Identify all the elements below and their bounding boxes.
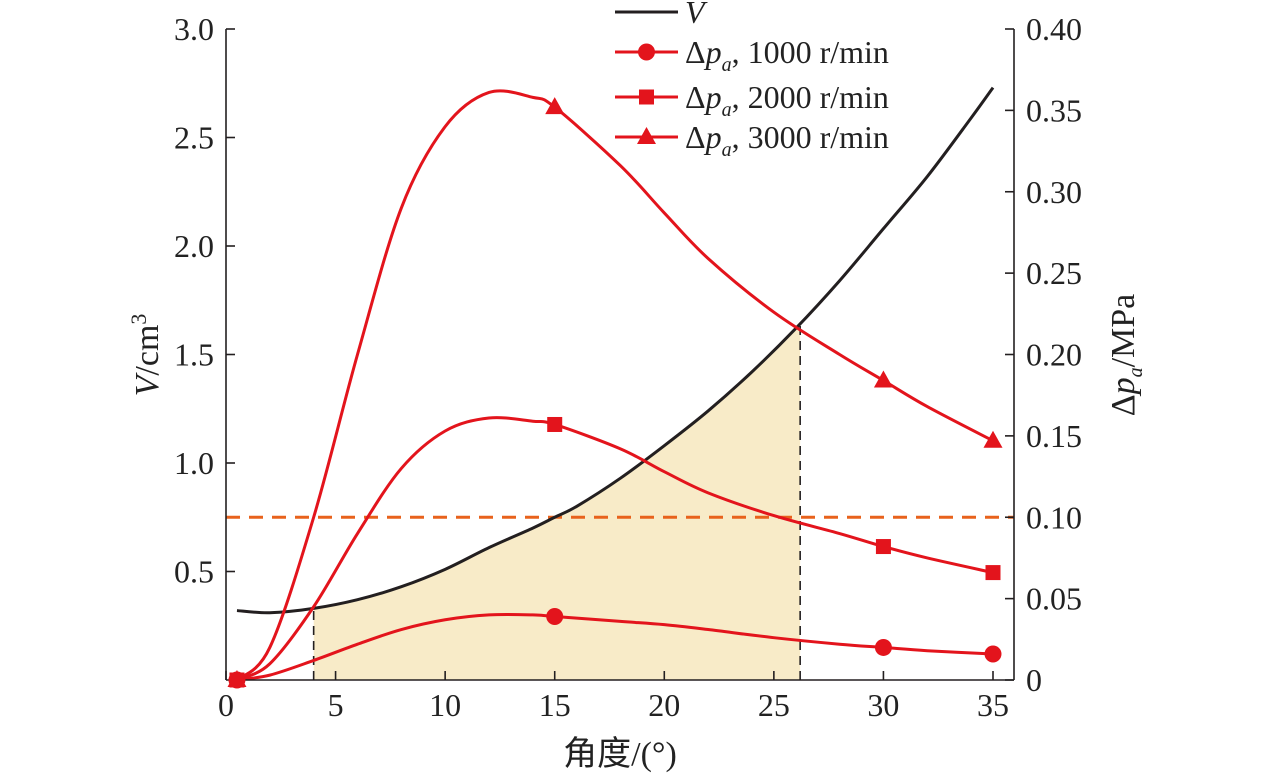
legend-sub-3: a	[722, 139, 732, 161]
legend-swatch-marker-2	[639, 89, 654, 105]
y-right-tick-label-6: 0.30	[1026, 174, 1082, 210]
legend-label-1: Δpa, 1000 r/min	[685, 34, 889, 76]
data-point-1-1	[546, 608, 564, 626]
x-axis-title: 角度/(°)	[563, 735, 677, 773]
y-left-tick-label-2: 1.5	[174, 337, 214, 373]
y-left-tick-label-3: 2.0	[174, 228, 214, 264]
data-point-3-1	[545, 97, 565, 115]
legend-label-2: Δpa, 2000 r/min	[685, 79, 889, 121]
data-point-3-3	[983, 430, 1003, 448]
data-point-3-0	[227, 670, 247, 687]
y-left-tick-label-4: 2.5	[174, 120, 214, 156]
legend-swatch-marker-1	[638, 43, 655, 61]
y-right-title-sub: a	[1125, 367, 1147, 377]
data-point-2-3	[985, 565, 1001, 581]
legend-suffix-1: , 1000 r/min	[732, 34, 889, 70]
legend-symbol-2: p	[704, 79, 722, 115]
legend-suffix-2: , 2000 r/min	[732, 79, 889, 115]
legend-symbol-1: p	[704, 34, 722, 70]
legend-delta-1: Δ	[685, 34, 706, 70]
legend-label-0: V	[685, 0, 708, 30]
x-tick-label-5: 25	[758, 687, 790, 723]
y-right-tick-label-3: 0.15	[1026, 418, 1082, 454]
legend-sub-2: a	[722, 99, 732, 121]
y-right-tick-label-7: 0.35	[1026, 92, 1082, 128]
y-left-title-unit: /cm	[129, 325, 166, 376]
y-left-tick-label-5: 3.0	[174, 11, 214, 47]
y-right-tick-label-4: 0.20	[1026, 337, 1082, 373]
series-line-3	[235, 89, 994, 682]
y-left-tick-label-1: 1.0	[174, 445, 214, 481]
x-tick-label-1: 5	[328, 687, 344, 723]
legend-sub-1: a	[722, 54, 732, 76]
y-right-axis-title: Δpa/MPa	[1105, 294, 1147, 417]
legend-delta-2: Δ	[685, 79, 706, 115]
data-point-1-3	[984, 645, 1002, 663]
data-point-3-2	[873, 370, 893, 388]
legend-symbol-3: p	[704, 119, 722, 155]
y-right-title-delta: Δ	[1105, 394, 1142, 416]
shaded-region	[313, 323, 801, 680]
legend-suffix-3: , 3000 r/min	[732, 119, 889, 155]
y-left-axis-title: V/cm3	[126, 314, 166, 397]
y-right-title-unit: /MPa	[1105, 294, 1142, 368]
legend-label-3: Δpa, 3000 r/min	[685, 119, 889, 161]
x-tick-label-0: 0	[218, 687, 234, 723]
y-right-tick-label-0: 0	[1026, 662, 1042, 698]
series-line-0	[236, 86, 995, 615]
legend-delta-3: Δ	[685, 119, 706, 155]
axes-group: 0 5 10 15 20 25 30 35角度/(°)0.51.01.52.02.53.0V/…	[126, 11, 1147, 773]
x-tick-label-4: 20	[648, 687, 680, 723]
x-tick-label-7: 35	[977, 687, 1009, 723]
y-right-tick-label-1: 0.05	[1026, 581, 1082, 617]
x-tick-label-3: 15	[539, 687, 571, 723]
legend-symbol-0: V	[685, 0, 708, 30]
data-point-2-1	[547, 416, 563, 432]
x-tick-label-2: 10	[429, 687, 461, 723]
y-right-tick-label-5: 0.25	[1026, 255, 1082, 291]
markers-group	[227, 97, 1003, 689]
data-point-1-2	[874, 638, 892, 656]
y-left-title-sup: 3	[126, 314, 151, 325]
y-left-tick-label-0: 0.5	[174, 554, 214, 590]
x-tick-label-6: 30	[867, 687, 899, 723]
y-right-tick-label-8: 0.40	[1026, 11, 1082, 47]
data-point-2-2	[875, 539, 891, 555]
y-right-title-p: p	[1105, 377, 1142, 396]
legend-swatch-marker-3	[637, 127, 656, 144]
y-right-tick-label-2: 0.10	[1026, 499, 1082, 535]
shaded-region-group	[312, 323, 801, 680]
